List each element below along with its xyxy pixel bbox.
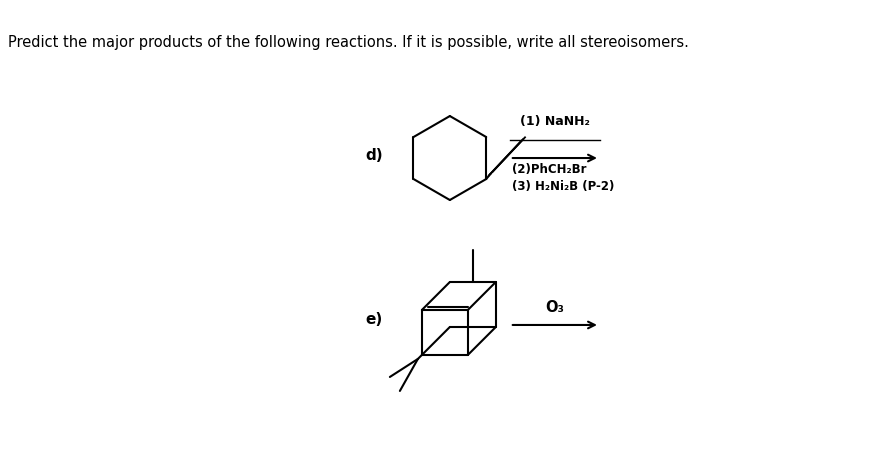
Text: (1) NaNH₂: (1) NaNH₂ (520, 115, 589, 128)
Text: d): d) (365, 147, 383, 163)
Text: O₃: O₃ (545, 300, 565, 315)
Text: e): e) (365, 312, 383, 328)
Text: (2)PhCH₂Br: (2)PhCH₂Br (512, 163, 587, 176)
Text: Predict the major products of the following reactions. If it is possible, write : Predict the major products of the follow… (8, 35, 689, 50)
Text: (3) H₂Ni₂B (P-2): (3) H₂Ni₂B (P-2) (512, 180, 614, 193)
